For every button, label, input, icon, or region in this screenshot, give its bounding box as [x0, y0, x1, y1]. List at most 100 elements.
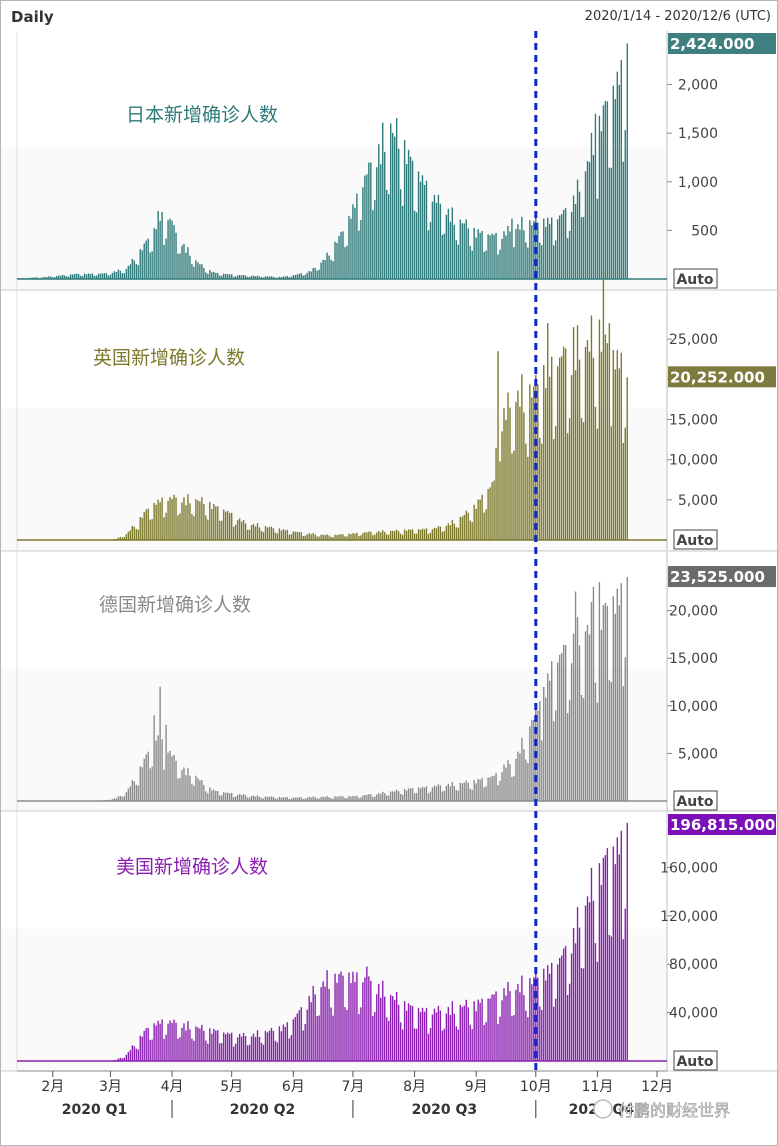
bar — [85, 274, 88, 279]
bar — [556, 366, 559, 540]
bar — [495, 991, 497, 1061]
bar — [230, 1032, 233, 1061]
bar — [471, 1029, 473, 1061]
auto-scale-button[interactable]: Auto — [673, 268, 718, 289]
bar — [290, 1035, 293, 1061]
bar — [596, 428, 599, 540]
bar — [401, 1029, 404, 1061]
bar — [541, 245, 543, 279]
bar — [117, 796, 120, 801]
bar — [560, 214, 563, 279]
bar — [477, 229, 479, 279]
bar — [437, 1005, 440, 1061]
bar — [491, 482, 493, 540]
bar — [173, 494, 175, 540]
bar — [457, 790, 459, 801]
bar — [449, 1015, 452, 1061]
auto-scale-button[interactable]: Auto — [673, 1050, 718, 1071]
bar — [338, 236, 340, 279]
bar — [348, 533, 350, 540]
bar — [570, 211, 573, 279]
bar — [280, 277, 283, 279]
bar — [258, 276, 261, 279]
bar — [306, 534, 308, 540]
bar — [423, 1011, 426, 1061]
bar — [493, 480, 495, 540]
bar — [296, 797, 298, 801]
bar — [415, 1028, 418, 1061]
bar — [509, 407, 511, 540]
bar — [360, 797, 362, 801]
bar — [326, 534, 328, 540]
bar — [503, 764, 505, 801]
bar — [91, 273, 94, 279]
bar — [294, 274, 296, 279]
bar — [461, 516, 463, 540]
bar — [553, 1006, 555, 1061]
auto-scale-button[interactable]: Auto — [673, 529, 718, 550]
bar — [437, 194, 440, 279]
bar — [431, 529, 434, 540]
bar — [497, 1023, 499, 1061]
bar — [523, 749, 525, 801]
bar — [549, 680, 551, 801]
bar — [493, 775, 495, 801]
bar — [340, 796, 342, 801]
bar — [264, 276, 267, 279]
bar — [328, 255, 330, 279]
bar — [123, 796, 126, 801]
bar — [266, 276, 269, 279]
bar — [503, 231, 505, 279]
bar — [338, 796, 340, 801]
bar — [310, 1002, 312, 1061]
bar — [562, 209, 565, 279]
bar — [250, 795, 253, 801]
auto-scale-button[interactable]: Auto — [673, 790, 718, 811]
bar — [336, 243, 338, 279]
bar — [521, 374, 523, 540]
bar — [117, 269, 120, 279]
bar — [173, 754, 175, 801]
bar — [328, 797, 330, 801]
bar — [153, 715, 155, 801]
bar — [421, 786, 424, 801]
bar — [135, 529, 137, 540]
bar — [626, 577, 628, 801]
bar — [133, 260, 135, 279]
bar — [111, 799, 114, 801]
auto-button-label: Auto — [676, 794, 713, 810]
bar — [141, 250, 143, 279]
bar — [306, 272, 308, 279]
bar — [527, 1017, 529, 1061]
bar — [203, 504, 205, 540]
bar — [67, 276, 70, 279]
bar — [407, 788, 410, 801]
bar — [517, 751, 519, 801]
bar — [306, 1009, 308, 1061]
bar — [507, 392, 509, 540]
bar — [264, 796, 267, 801]
bar — [461, 783, 463, 801]
watermark: 付鹏的财经世界 — [593, 1099, 730, 1120]
bar — [564, 348, 567, 540]
bar — [362, 532, 364, 540]
bar — [588, 634, 591, 801]
bar — [425, 1007, 428, 1061]
bar — [219, 795, 221, 801]
bar — [244, 275, 247, 279]
bar — [302, 536, 304, 540]
bar — [417, 529, 420, 540]
bar — [475, 783, 477, 801]
bar — [590, 602, 593, 801]
y-tick-label: 120,000 — [660, 909, 718, 925]
bar — [499, 461, 501, 540]
bar — [602, 105, 605, 279]
bar — [551, 661, 553, 801]
bar — [489, 487, 491, 540]
bar — [372, 535, 374, 540]
bar — [354, 533, 356, 540]
last-value-label: 196,815.000 — [670, 816, 775, 834]
bar — [374, 1011, 376, 1061]
bar — [501, 772, 503, 801]
bar — [326, 796, 328, 801]
